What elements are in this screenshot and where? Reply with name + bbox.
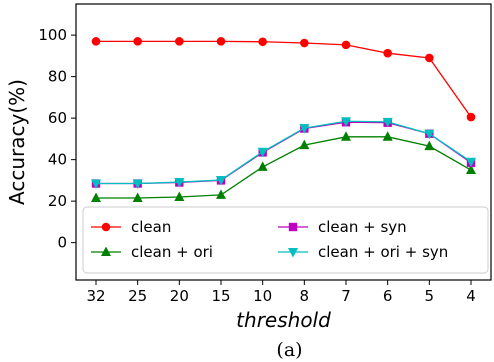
series-clean [91, 37, 476, 122]
legend-label: clean + syn [318, 218, 407, 236]
data-point [466, 112, 476, 122]
x-tick-label: 10 [253, 287, 272, 305]
data-point [132, 192, 143, 203]
legend-label: clean + ori + syn [318, 243, 448, 261]
y-tick-label: 20 [48, 192, 67, 210]
series-clean-ori-syn [91, 117, 476, 190]
figure-caption: (a) [276, 339, 302, 361]
legend-swatch-marker [288, 222, 298, 232]
data-point [133, 37, 142, 46]
data-point [299, 139, 310, 150]
data-point [383, 48, 392, 58]
legend-label: clean [131, 218, 171, 236]
data-point [424, 140, 435, 151]
y-tick-label: 100 [38, 26, 67, 44]
legend-item: clean + ori [91, 243, 213, 261]
data-point [132, 179, 143, 190]
x-tick-label: 32 [86, 287, 105, 305]
data-point [425, 53, 434, 63]
legend-swatch-marker [288, 248, 298, 258]
x-tick-label: 4 [466, 287, 476, 305]
data-point [466, 164, 476, 175]
x-tick-label: 5 [425, 287, 435, 305]
y-axis-label: Accuracy(%) [5, 79, 29, 205]
data-point [258, 37, 267, 47]
series-clean-syn [91, 118, 476, 188]
legend: clean clean + ori clean + syn clean + ori +… [82, 206, 489, 274]
x-tick-label: 25 [128, 287, 147, 305]
series-line [96, 136, 472, 199]
plot-frame [75, 3, 492, 281]
x-tick-label: 20 [170, 287, 189, 305]
data-point [257, 147, 268, 158]
legend-swatch-marker [101, 246, 111, 256]
data-point [382, 117, 393, 128]
data-point [216, 37, 226, 46]
y-tick-label: 80 [48, 68, 67, 86]
data-point [216, 189, 226, 199]
series-line [96, 120, 472, 185]
data-point [174, 191, 185, 201]
series-line [96, 40, 472, 118]
data-point [424, 129, 435, 140]
data-point [299, 124, 310, 134]
data-point [466, 157, 476, 168]
y-tick-label: 0 [57, 234, 67, 252]
x-tick-label: 15 [211, 287, 230, 305]
data-point [300, 38, 309, 48]
legend-swatch-marker [101, 222, 111, 232]
data-point [174, 178, 185, 188]
data-point [216, 175, 226, 186]
x-axis-label: threshold [236, 308, 331, 332]
legend-label: clean + ori [131, 243, 213, 261]
data-point [341, 40, 351, 50]
series-line [96, 121, 472, 185]
x-tick-label: 7 [341, 287, 351, 305]
data-point [382, 131, 393, 141]
data-point [91, 192, 101, 203]
data-point [341, 117, 351, 127]
data-point [91, 179, 101, 190]
y-tick-label: 60 [48, 109, 67, 127]
legend-box [82, 206, 489, 274]
legend-item: clean + ori + syn [278, 243, 448, 261]
data-point [175, 37, 184, 46]
data-point [91, 37, 101, 46]
x-tick-label: 8 [300, 287, 310, 305]
data-point [341, 131, 351, 141]
y-tick-label: 40 [48, 151, 67, 169]
x-tick-label: 6 [383, 287, 393, 305]
data-point [257, 161, 268, 171]
legend-item: clean + syn [278, 218, 407, 236]
series-clean-ori [91, 131, 476, 203]
legend-item: clean [91, 218, 171, 236]
